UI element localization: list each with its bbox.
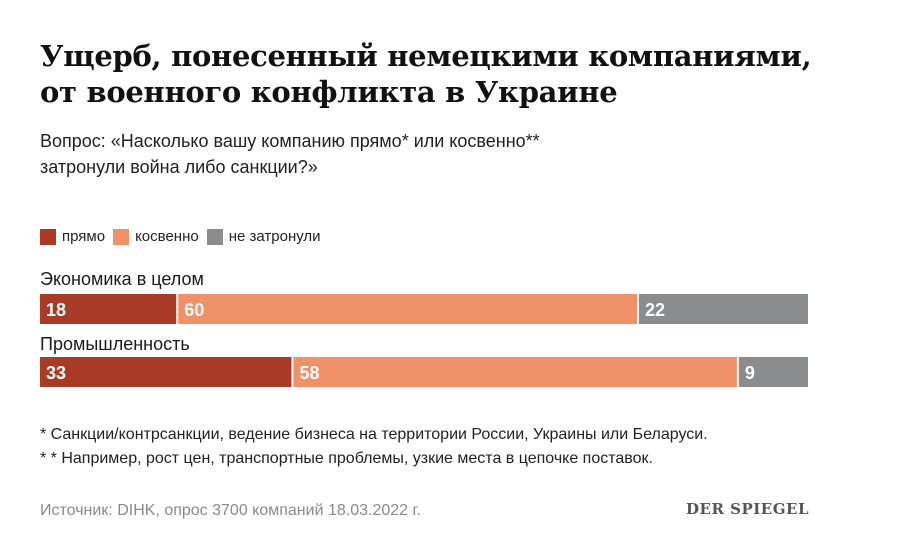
bar-direct-1 (40, 294, 177, 324)
value-label-none-1: 22 (645, 300, 665, 320)
legend-label-direct: прямо (62, 228, 106, 245)
chart-title: Ущерб, понесенный немецкими компаниями, … (40, 38, 880, 110)
publisher-logo: DER SPIEGEL (686, 500, 809, 518)
chart-title-line-2: от военного конфликта в Украине (40, 75, 618, 109)
chart-subtitle-line-2: затронули война либо санкции?» (40, 157, 318, 177)
bar-none-1 (639, 294, 808, 324)
value-label-indirect-2: 58 (299, 363, 319, 383)
footnote-2: * * Например, рост цен, транспортные про… (40, 450, 653, 467)
legend: прямо косвенно не затронули (40, 228, 329, 245)
footnotes: * Санкции/контрсанкции, ведение бизнеса … (40, 423, 708, 471)
value-label-none-2: 9 (745, 363, 755, 383)
legend-swatch-direct (40, 228, 56, 245)
category-label-2: Промышленность (40, 334, 190, 354)
source-note: Источник: DIHK, опрос 3700 компаний 18.0… (40, 502, 421, 519)
legend-label-none: не затронули (228, 228, 321, 245)
legend-swatch-indirect (113, 228, 130, 245)
legend-item-direct: прямо (40, 228, 105, 245)
chart-subtitle: Вопрос: «Насколько вашу компанию прямо* … (40, 128, 840, 180)
bar-indirect-2 (293, 357, 737, 387)
value-label-indirect-1: 60 (184, 300, 204, 320)
bar-none-2 (738, 357, 808, 387)
chart-title-line-1: Ущерб, понесенный немецкими компаниями, (40, 39, 812, 73)
chart-subtitle-line-1: Вопрос: «Насколько вашу компанию прямо* … (40, 131, 540, 151)
bar-indirect-1 (178, 294, 638, 324)
footnote-1: * Санкции/контрсанкции, ведение бизнеса … (40, 426, 708, 443)
legend-label-indirect: косвенно (135, 228, 199, 245)
value-label-direct-2: 33 (46, 363, 66, 383)
value-label-direct-1: 18 (46, 300, 66, 320)
legend-item-none: не затронули (206, 228, 321, 245)
bar-direct-2 (40, 357, 292, 387)
legend-swatch-none (206, 228, 223, 245)
legend-item-indirect: косвенно (113, 228, 199, 245)
category-label-1: Экономика в целом (40, 269, 204, 289)
